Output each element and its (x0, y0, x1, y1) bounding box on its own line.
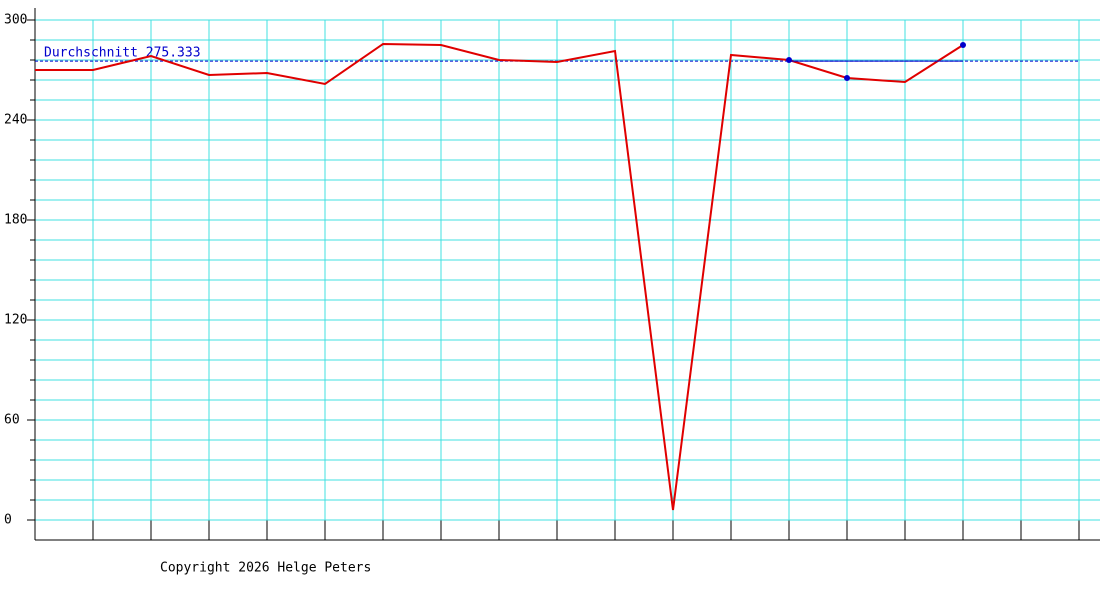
average-label: Durchschnitt 275.333 (44, 46, 201, 61)
y-tick-label: 240 (4, 113, 27, 128)
point (960, 42, 966, 48)
y-tick-label: 180 (4, 213, 27, 228)
line (35, 42, 964, 511)
y-tick-label: 300 (4, 13, 27, 28)
y-tick-label: 120 (4, 313, 27, 328)
y-tick-label: 60 (4, 413, 20, 428)
point (844, 75, 850, 81)
point (786, 57, 792, 63)
y-tick-label: 0 (4, 513, 12, 528)
footer: Copyright 2026 Helge Peters (160, 561, 371, 576)
